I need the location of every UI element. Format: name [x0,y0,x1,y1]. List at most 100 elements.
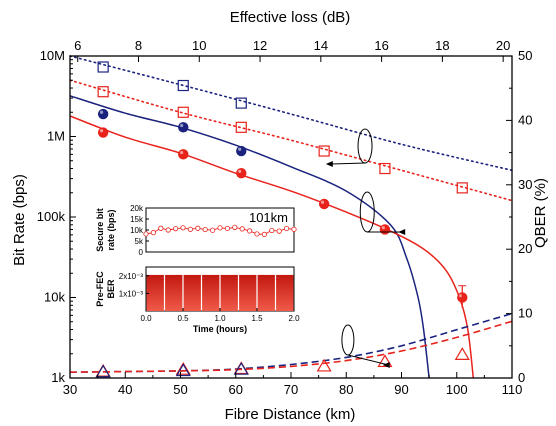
blue-square-point [177,79,189,92]
annotation-arrow-line [347,354,389,366]
inset-x-tick-label: 1.0 [214,314,226,323]
inset-rate-point [180,225,186,231]
red-triangle-point [454,347,470,360]
inset-rate-point [217,225,223,231]
x-tick-label: 60 [229,382,243,397]
red-square-point [235,121,247,133]
inset-x-tick-label: 1.5 [251,314,263,323]
inset-top-tick-label: 5k [135,237,144,246]
y-left-tick-label: 1M [47,129,65,144]
x-tick-label: 110 [502,382,523,397]
red-square-point [456,182,468,194]
red-square-point [177,106,189,118]
inset-rate-point [276,228,282,234]
x-axis-label: Fibre Distance (km) [225,406,356,423]
inset-ber-bar [239,274,257,311]
circle-highlight [238,169,242,174]
inset-rate-point [261,231,267,237]
blue-square-point [97,61,109,73]
inset-rate-point [143,231,149,237]
inset-bottom-tick-label: 1x10⁻³ [119,289,144,298]
red-dotted-curve [69,79,513,202]
circle-highlight [99,129,104,133]
circle-highlight [459,294,463,298]
annotation-arrow-line [331,162,366,165]
red-dashed-curve [69,320,513,373]
annotation-arrowhead [382,362,390,368]
x-tick-label: 90 [394,382,408,397]
inset-top-tick-label: 15k [130,215,144,224]
red-square-point [97,86,109,98]
inset-ber-bar [146,274,164,311]
inset-rate-point [224,225,230,232]
inset-ber-bar [220,274,238,311]
circle-highlight [238,147,242,151]
inset-ber-bar [165,274,183,311]
red-square-point [318,145,330,157]
inset-chart: 0 5k 10k 15k 20k 101km Secure bit rate (bps) 1x1… [88,196,300,336]
inset-background [88,196,300,336]
inset-rate-point [239,226,245,232]
x-tick-label: 100 [446,382,468,397]
red-triangle-point [316,358,332,372]
x-top-tick-label: 10 [192,38,206,53]
inset-bottom-tick-label: 2x10⁻³ [119,272,144,281]
red-circle-point [97,127,109,138]
red-triangle-point [175,361,191,375]
x-tick-label: 70 [284,382,298,397]
annotation-group [325,128,406,368]
inset-rate-point [202,226,208,233]
blue-triangle-point [233,361,249,375]
blue-circle-point [178,122,189,133]
y-right-tick-label: 30 [518,177,532,192]
annotation-ellipse [359,191,375,233]
red-circle-point [318,198,330,210]
circle-highlight [180,150,184,155]
annotation-arrowhead [398,229,406,235]
blue-triangle-point [95,364,111,378]
x-top-tick-label: 14 [314,38,328,53]
red-circle-point [236,168,247,179]
blue-solid-curve [69,95,430,379]
inset-rate-point [291,226,297,232]
annotation-ellipse [341,324,355,356]
inset-top-tick-label: 20k [130,204,144,213]
y-right-tick-label: 0 [518,370,525,385]
red-triangle-point [377,354,393,368]
x-top-tick-label: 20 [496,38,510,53]
x-top-tick-label: 16 [374,38,388,53]
inset-top-ylabel-line2: rate (bps) [106,209,116,250]
inset-rate-point [165,227,171,233]
x-top-tick-label: 8 [135,38,142,53]
y-right-tick-label: 50 [518,48,532,63]
inset-top-tick-label: 10k [130,226,144,235]
inset-distance-annotation: 101km [249,210,288,225]
red-square-point [379,162,391,175]
blue-circle-point [236,145,247,157]
x-top-axis-label: Effective loss (dB) [230,9,351,26]
y-left-tick-label: 10M [40,48,65,63]
x-top-tick-label: 12 [253,38,267,53]
inset-x-tick-label: 0.0 [140,314,152,323]
inset-ber-bar [257,274,275,311]
inset-top-tick-label: 0 [139,248,144,257]
inset-rate-point [195,225,201,231]
y-right-axis-label: QBER (%) [532,178,549,248]
inset-rate-point [283,225,290,232]
circle-highlight [99,110,104,114]
y-left-tick-label: 10k [44,290,65,305]
y-right-tick-label: 10 [518,306,532,321]
inset-rate-point [173,226,179,232]
inset-ber-bar [183,274,201,311]
inset-ber-bar [202,274,220,311]
inset-x-label: Time (hours) [193,324,247,334]
x-tick-label: 80 [339,382,353,397]
y-right-tick-label: 40 [518,112,532,127]
x-tick-label: 50 [173,382,187,397]
x-top-tick-label: 18 [435,38,449,53]
y-right-tick-label: 20 [518,241,532,256]
x-tick-label: 40 [118,382,132,397]
inset-rate-point [158,225,164,231]
inset-bottom-ylabel-line2: BER [106,279,116,299]
